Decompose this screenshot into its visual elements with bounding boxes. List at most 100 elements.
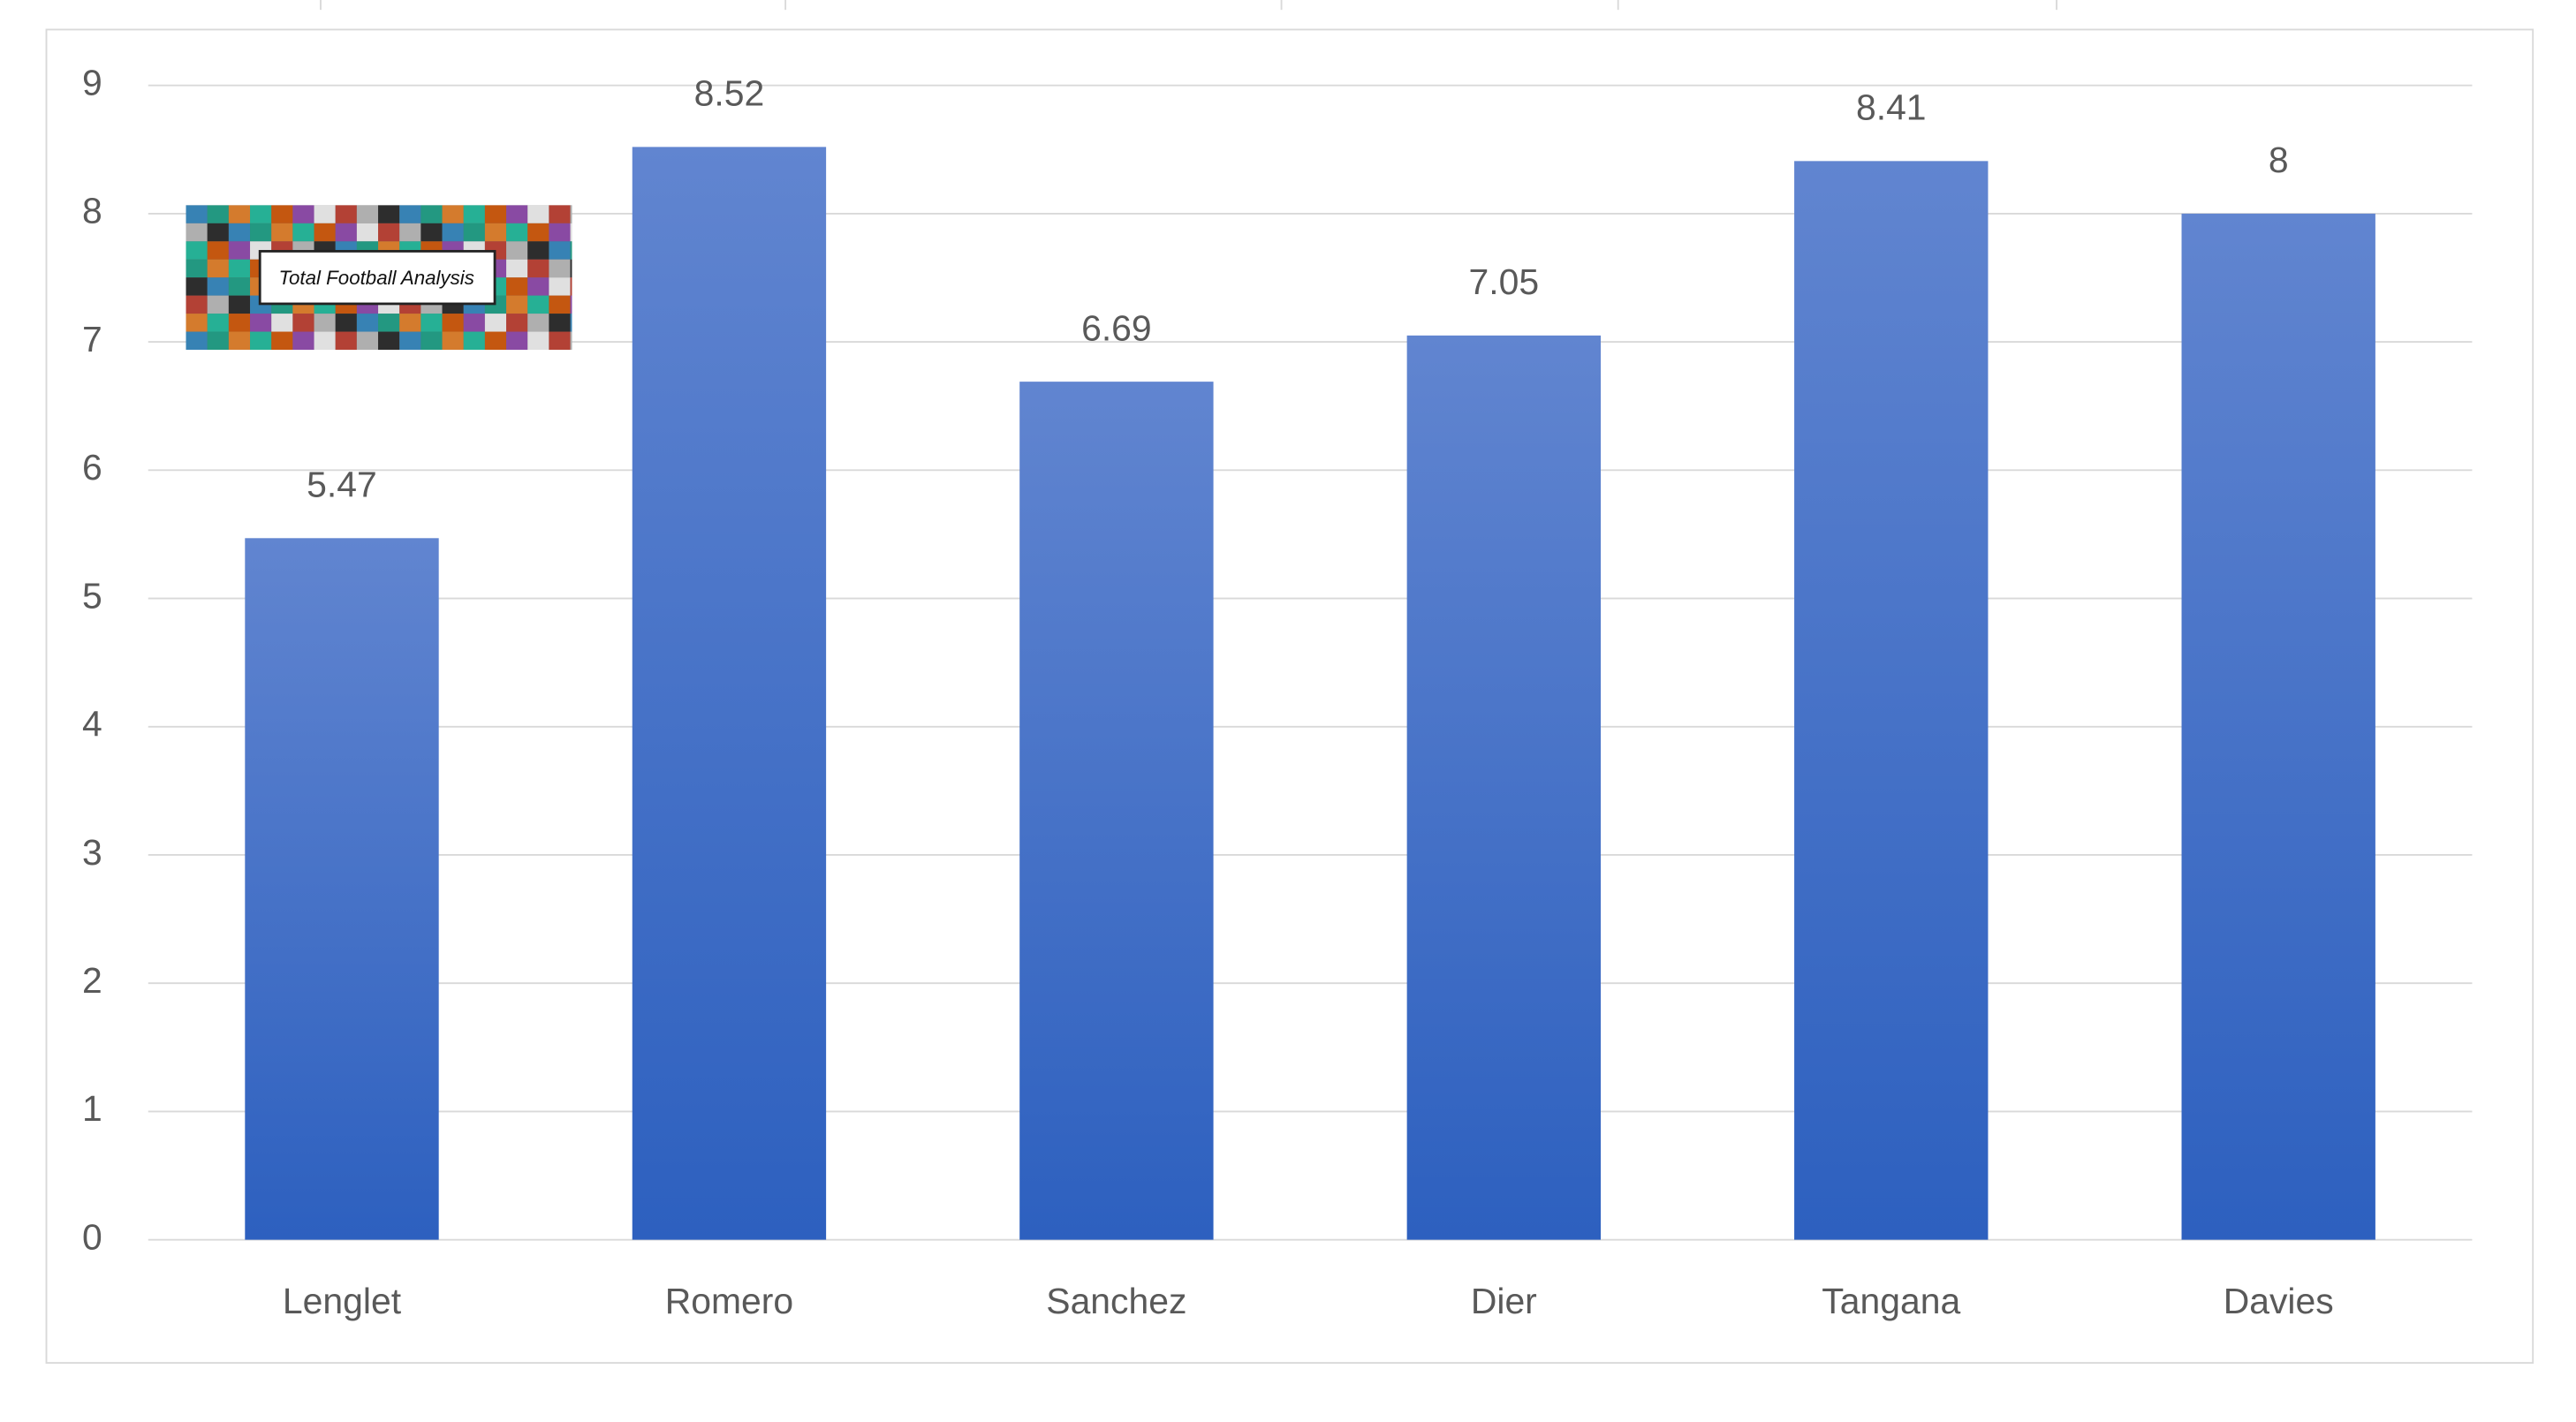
y-tick-label: 0 bbox=[82, 1216, 102, 1257]
top-edge-lines bbox=[320, 0, 2057, 11]
watermark-tile bbox=[314, 331, 336, 350]
data-label: 8.52 bbox=[694, 73, 765, 114]
watermark-tile bbox=[186, 314, 208, 332]
watermark-tile bbox=[271, 223, 293, 242]
watermark-tile bbox=[207, 295, 229, 314]
watermark-tile bbox=[527, 223, 549, 242]
watermark-tile bbox=[570, 295, 572, 314]
watermark-tile bbox=[250, 205, 272, 223]
watermark-tile bbox=[207, 314, 229, 332]
watermark-tile bbox=[420, 205, 443, 223]
data-label: 8.41 bbox=[1856, 87, 1927, 128]
watermark-tile bbox=[570, 205, 572, 223]
watermark-tile bbox=[228, 241, 251, 260]
watermark-tile bbox=[442, 331, 464, 350]
watermark-tile bbox=[186, 295, 208, 314]
watermark-tile bbox=[463, 223, 485, 242]
watermark-tile bbox=[399, 223, 421, 242]
watermark-tile bbox=[549, 241, 571, 260]
watermark-tile bbox=[570, 277, 572, 296]
y-tick-label: 3 bbox=[82, 832, 102, 873]
watermark-tile bbox=[228, 259, 251, 278]
watermark-tile bbox=[207, 241, 229, 260]
watermark-tile bbox=[335, 314, 357, 332]
watermark-tile bbox=[506, 223, 528, 242]
watermark-tile bbox=[484, 223, 507, 242]
watermark-tile bbox=[549, 205, 571, 223]
watermark-tile bbox=[250, 314, 272, 332]
y-tick-label: 6 bbox=[82, 447, 102, 488]
watermark-text: Total Football Analysis bbox=[278, 267, 474, 289]
watermark-tile bbox=[378, 223, 400, 242]
watermark-tile bbox=[463, 205, 485, 223]
watermark-tile bbox=[463, 314, 485, 332]
watermark-tile bbox=[292, 223, 314, 242]
watermark-tile bbox=[207, 277, 229, 296]
grid: 0 1 2 3 4 5 6 7 8 9 bbox=[82, 62, 2473, 1257]
x-tick-label: Sanchez bbox=[1046, 1281, 1186, 1321]
data-label: 6.69 bbox=[1081, 307, 1152, 348]
watermark-tile bbox=[506, 241, 528, 260]
watermark-tile bbox=[314, 223, 336, 242]
watermark-tile bbox=[549, 331, 571, 350]
watermark-tile bbox=[186, 241, 208, 260]
x-tick-label: Romero bbox=[665, 1281, 793, 1321]
watermark-tile bbox=[292, 314, 314, 332]
watermark-tile bbox=[484, 314, 507, 332]
watermark-tile bbox=[207, 223, 229, 242]
watermark-tile bbox=[527, 314, 549, 332]
watermark-tile bbox=[356, 314, 379, 332]
watermark-tile bbox=[335, 331, 357, 350]
watermark-tile bbox=[250, 331, 272, 350]
watermark-tile bbox=[207, 205, 229, 223]
watermark-tile bbox=[378, 205, 400, 223]
watermark-tile bbox=[484, 205, 507, 223]
y-tick-label: 5 bbox=[82, 575, 102, 616]
watermark-tile bbox=[186, 277, 208, 296]
watermark-tile bbox=[527, 277, 549, 296]
watermark-tile bbox=[271, 205, 293, 223]
x-tick-label: Dier bbox=[1471, 1281, 1537, 1321]
watermark-tile bbox=[420, 223, 443, 242]
x-tick-label: Lenglet bbox=[283, 1281, 402, 1321]
y-tick-label: 8 bbox=[82, 191, 102, 231]
bar bbox=[2181, 213, 2375, 1240]
y-tick-label: 4 bbox=[82, 704, 102, 745]
watermark-tile bbox=[506, 314, 528, 332]
watermark-tile bbox=[549, 295, 571, 314]
data-label: 5.47 bbox=[307, 464, 377, 504]
y-tick-label: 2 bbox=[82, 960, 102, 1001]
watermark-tile bbox=[420, 314, 443, 332]
watermark-tile bbox=[506, 259, 528, 278]
watermark-tile bbox=[335, 223, 357, 242]
watermark-tile bbox=[442, 314, 464, 332]
watermark-tile bbox=[228, 331, 251, 350]
watermark-tile bbox=[228, 277, 251, 296]
watermark-tile bbox=[506, 277, 528, 296]
watermark-tile bbox=[549, 259, 571, 278]
bar bbox=[1019, 382, 1214, 1240]
watermark-tile bbox=[506, 205, 528, 223]
watermark-tile bbox=[420, 331, 443, 350]
watermark-tile bbox=[356, 331, 379, 350]
bar bbox=[632, 147, 827, 1240]
watermark-tile bbox=[570, 223, 572, 242]
watermark-tile bbox=[399, 314, 421, 332]
watermark-tile bbox=[186, 259, 208, 278]
watermark-tile bbox=[527, 259, 549, 278]
watermark-tile bbox=[549, 223, 571, 242]
watermark-tile bbox=[484, 331, 507, 350]
watermark-tile bbox=[506, 295, 528, 314]
watermark-tile bbox=[228, 205, 251, 223]
watermark-tile bbox=[207, 331, 229, 350]
watermark-tile bbox=[292, 205, 314, 223]
watermark-tile bbox=[250, 223, 272, 242]
watermark-tile bbox=[378, 314, 400, 332]
x-tick-label: Tangana bbox=[1822, 1281, 1960, 1321]
watermark-tile bbox=[442, 223, 464, 242]
watermark-tile bbox=[356, 223, 379, 242]
watermark-tile bbox=[292, 331, 314, 350]
watermark-tile bbox=[527, 241, 549, 260]
data-label: 8 bbox=[2269, 140, 2289, 180]
